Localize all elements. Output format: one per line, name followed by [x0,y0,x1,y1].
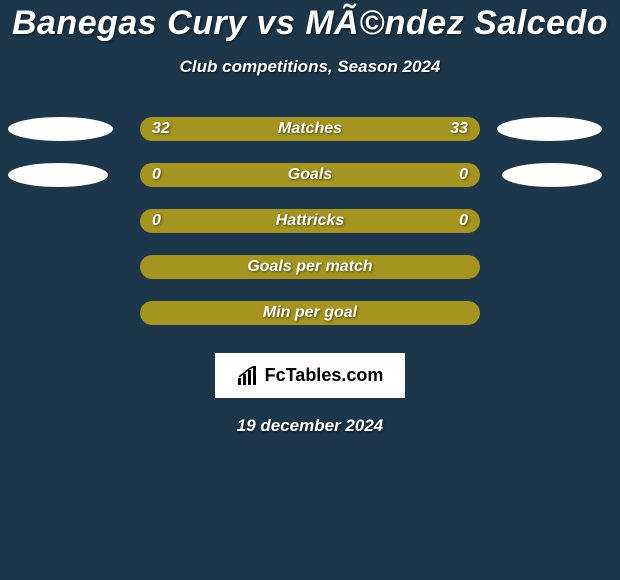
stat-row: Min per goal [0,301,620,325]
chart-icon [237,366,259,386]
right-value: 0 [459,166,468,184]
stat-label: Goals [140,166,480,184]
comparison-card: Banegas Cury vs MÃ©ndez Salcedo Club com… [0,0,620,580]
branding-badge: FcTables.com [215,353,406,398]
left-value: 32 [152,120,170,138]
stat-row: Goals per match [0,255,620,279]
stat-pill: Goals per match [140,255,480,279]
stat-row: 0 Hattricks 0 [0,209,620,233]
stat-label: Goals per match [140,258,480,276]
stat-row: 0 Goals 0 [0,163,620,187]
stat-pill: 0 Goals 0 [140,163,480,187]
stat-row: 32 Matches 33 [0,117,620,141]
stat-pill: Min per goal [140,301,480,325]
left-value: 0 [152,166,161,184]
right-value: 33 [450,120,468,138]
branding-text: FcTables.com [265,365,384,386]
stat-rows: 32 Matches 33 0 Goals 0 0 Hattricks 0 [0,117,620,325]
stat-pill: 0 Hattricks 0 [140,209,480,233]
page-title: Banegas Cury vs MÃ©ndez Salcedo [0,0,620,43]
left-ellipse [8,117,113,141]
left-ellipse [8,163,108,187]
page-subtitle: Club competitions, Season 2024 [0,57,620,77]
date-text: 19 december 2024 [0,416,620,436]
right-value: 0 [459,212,468,230]
stat-label: Hattricks [140,212,480,230]
left-value: 0 [152,212,161,230]
right-ellipse [497,117,602,141]
stat-pill: 32 Matches 33 [140,117,480,141]
stat-label: Matches [140,120,480,138]
stat-label: Min per goal [140,304,480,322]
right-ellipse [502,163,602,187]
